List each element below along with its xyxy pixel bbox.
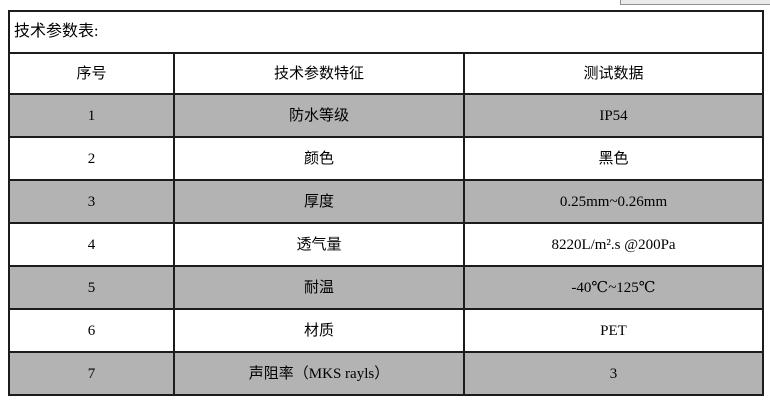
row-value-cell: 3	[462, 351, 765, 396]
row-no-cell: 5	[8, 265, 175, 310]
row-no-cell: 3	[8, 179, 175, 224]
table-title-row: 技术参数表:	[7, 10, 765, 54]
row-value-cell: IP54	[462, 93, 765, 138]
table-row: 7 声阻率（MKS rayls） 3	[8, 351, 765, 396]
row-feature-cell: 材质	[173, 308, 465, 353]
table-row: 6 材质 PET	[8, 308, 765, 353]
row-feature-cell: 防水等级	[173, 93, 465, 138]
table-row: 1 防水等级 IP54	[8, 93, 765, 138]
row-value-cell: 黑色	[462, 136, 765, 181]
cutoff-top-right-element	[620, 0, 770, 5]
column-header-value: 测试数据	[462, 52, 765, 95]
table-row: 3 厚度 0.25mm~0.26mm	[8, 179, 765, 224]
row-no-cell: 6	[8, 308, 175, 353]
row-value-cell: -40℃~125℃	[462, 265, 765, 310]
row-feature-cell: 透气量	[173, 222, 465, 267]
row-feature-cell: 颜色	[173, 136, 465, 181]
row-feature-cell: 耐温	[173, 265, 465, 310]
row-value-cell: 0.25mm~0.26mm	[462, 179, 765, 224]
row-no-cell: 1	[8, 93, 175, 138]
row-feature-cell: 声阻率（MKS rayls）	[173, 351, 465, 396]
row-no-cell: 2	[8, 136, 175, 181]
technical-parameters-table: 技术参数表: 序号 技术参数特征 测试数据 1 防水等级 IP54 2 颜色 黑…	[7, 10, 765, 396]
row-value-cell: 8220L/m².s @200Pa	[462, 222, 765, 267]
table-row: 4 透气量 8220L/m².s @200Pa	[8, 222, 765, 267]
table-header-row: 序号 技术参数特征 测试数据	[8, 52, 765, 95]
table-row: 5 耐温 -40℃~125℃	[8, 265, 765, 310]
table-row: 2 颜色 黑色	[8, 136, 765, 181]
table-title: 技术参数表:	[7, 10, 765, 54]
column-header-no: 序号	[8, 52, 175, 95]
row-feature-cell: 厚度	[173, 179, 465, 224]
row-no-cell: 4	[8, 222, 175, 267]
column-header-feature: 技术参数特征	[173, 52, 465, 95]
row-no-cell: 7	[8, 351, 175, 396]
row-value-cell: PET	[462, 308, 765, 353]
